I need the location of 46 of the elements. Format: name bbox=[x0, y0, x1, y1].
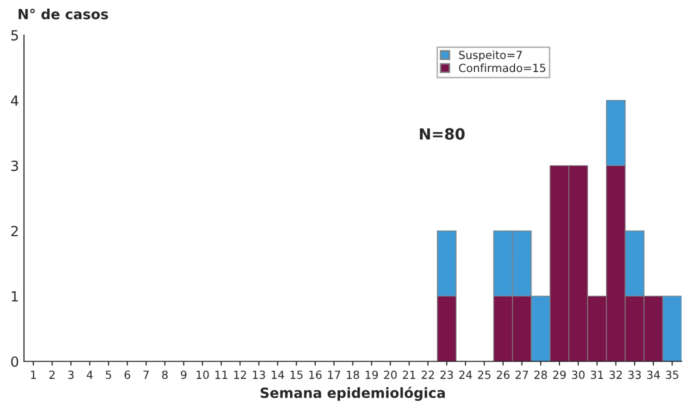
x-axis-title: Semana epidemiológica bbox=[260, 386, 445, 401]
y-axis-title: N° de casos bbox=[18, 8, 108, 20]
x-tick-label: 8 bbox=[162, 370, 168, 380]
x-tick-label: 28 bbox=[534, 370, 547, 380]
y-tick-label: 5 bbox=[11, 30, 18, 41]
x-tick-label: 16 bbox=[309, 370, 322, 380]
x-tick-label: 2 bbox=[49, 370, 55, 379]
x-tick-label: 5 bbox=[106, 370, 112, 380]
x-tick-label: 1 bbox=[31, 370, 36, 379]
x-tick-label: 15 bbox=[290, 370, 303, 380]
x-tick-label: 25 bbox=[478, 370, 490, 380]
x-tick-label: 34 bbox=[647, 370, 660, 380]
x-tick-label: 7 bbox=[143, 370, 149, 379]
x-tick-label: 13 bbox=[252, 370, 266, 380]
x-tick-label: 26 bbox=[496, 370, 510, 380]
x-tick-label: 4 bbox=[86, 370, 93, 379]
x-tick-label: 35 bbox=[666, 370, 678, 380]
x-tick-label: 31 bbox=[590, 370, 604, 380]
legend-label: Suspeito=7 bbox=[459, 50, 522, 62]
x-tick-label: 24 bbox=[459, 370, 472, 379]
y-tick-label: 3 bbox=[11, 160, 18, 172]
x-tick-label: 19 bbox=[366, 370, 378, 380]
x-tick-label: 29 bbox=[553, 370, 566, 380]
x-tick-label: 21 bbox=[402, 370, 416, 379]
y-tick-label: 4 bbox=[10, 96, 18, 106]
x-tick-label: 30 bbox=[572, 370, 585, 380]
y-tick-label: 0 bbox=[11, 356, 18, 367]
x-tick-label: 17 bbox=[328, 370, 340, 379]
x-tick-label: 11 bbox=[215, 370, 228, 379]
x-tick-label: 22 bbox=[422, 370, 434, 379]
x-tick-label: 6 bbox=[124, 370, 130, 380]
x-tick-label: 23 bbox=[440, 370, 453, 380]
x-tick-label: 3 bbox=[68, 370, 74, 380]
x-tick-label: 18 bbox=[346, 370, 360, 380]
x-tick-label: 14 bbox=[272, 370, 284, 379]
x-tick-label: 20 bbox=[384, 370, 397, 380]
x-tick-label: 32 bbox=[610, 370, 622, 380]
y-tick-label: 1 bbox=[12, 291, 18, 302]
x-tick-label: 27 bbox=[516, 370, 528, 379]
x-tick-label: 9 bbox=[180, 370, 186, 380]
legend-label: Confirmado=15 bbox=[458, 63, 546, 72]
x-tick-label: 10 bbox=[196, 370, 209, 380]
annotation: N=80 bbox=[420, 128, 465, 140]
x-tick-label: 33 bbox=[628, 370, 641, 380]
x-tick-label: 12 bbox=[234, 370, 246, 379]
y-tick-label: 2 bbox=[11, 226, 18, 236]
